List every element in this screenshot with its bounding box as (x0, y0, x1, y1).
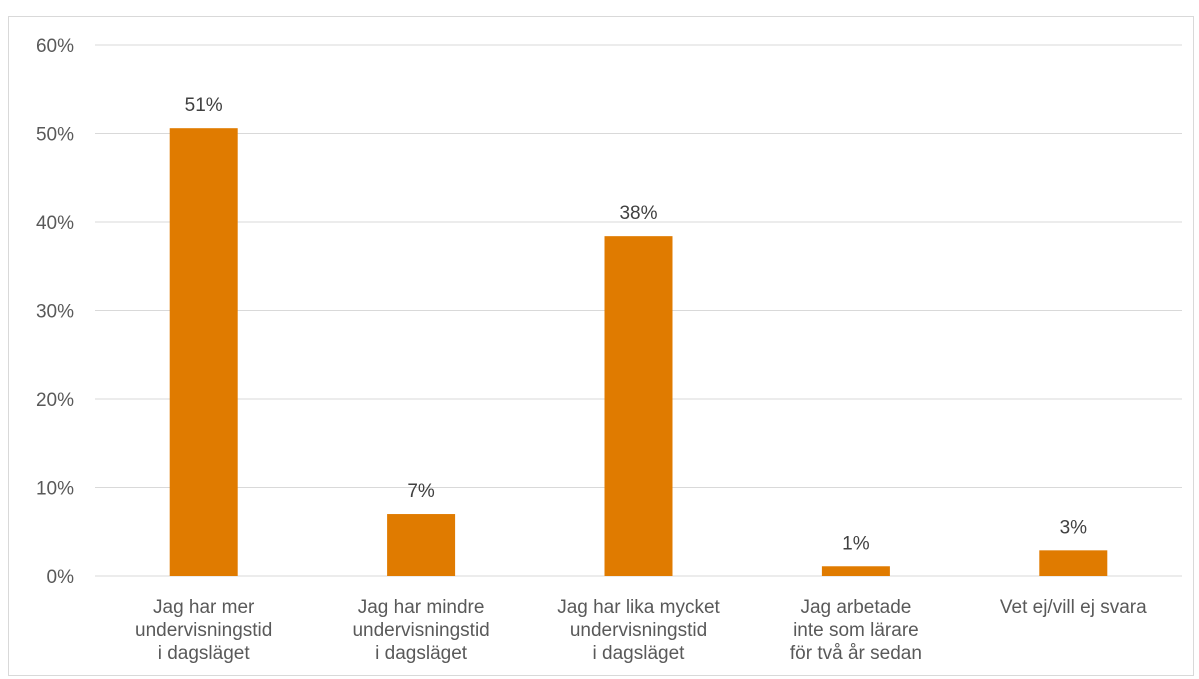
bar (821, 566, 890, 576)
y-tick-label: 20% (36, 390, 74, 411)
data-label: 7% (407, 481, 435, 502)
category-label: Vet ej/vill ej svara (1000, 597, 1147, 618)
category-label-line: för två år sedan (790, 643, 922, 664)
category-label-line: undervisningstid (352, 620, 489, 641)
category-label: Jag har mindre undervisningstid i dagsläge… (352, 597, 489, 664)
y-tick-label: 0% (47, 567, 75, 588)
category-label-line: Jag arbetade (800, 597, 911, 618)
category-label: Jag har mer undervisningstid i dagsläget (135, 597, 272, 664)
data-label: 3% (1060, 517, 1088, 538)
category-label-line: Vet ej/vill ej svara (1000, 597, 1147, 618)
category-label-line: i dagsläget (375, 643, 468, 664)
category-label-line: undervisningstid (570, 620, 707, 641)
bar (387, 514, 456, 576)
category-label-line: i dagsläget (158, 643, 251, 664)
category-label-line: i dagsläget (593, 643, 686, 664)
category-label-line: Jag har mindre (358, 597, 485, 618)
category-label: Jag har lika mycket undervisningstid i dag… (557, 597, 720, 664)
data-label: 38% (619, 203, 657, 224)
category-label-line: undervisningstid (135, 620, 272, 641)
y-tick-label: 60% (36, 36, 74, 57)
y-tick-label: 30% (36, 302, 74, 323)
bar (169, 128, 238, 576)
category-label-line: Jag har lika mycket (557, 597, 720, 618)
bar (604, 236, 673, 576)
data-label: 51% (185, 95, 223, 116)
category-label-line: Jag har mer (153, 597, 255, 618)
y-tick-label: 50% (36, 125, 74, 146)
y-tick-label: 10% (36, 479, 74, 500)
chart-frame (8, 16, 1194, 676)
bar (1039, 550, 1108, 576)
y-tick-label: 40% (36, 213, 74, 234)
category-label-line: inte som lärare (793, 620, 919, 641)
data-label: 1% (842, 533, 870, 554)
category-label: Jag arbetade inte som lärare för två år se… (790, 597, 922, 664)
